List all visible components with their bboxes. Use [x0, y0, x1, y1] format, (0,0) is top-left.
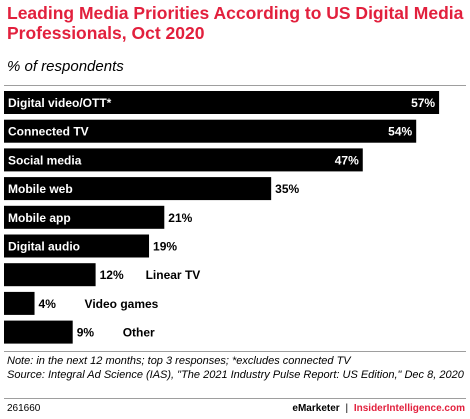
value-label-video-games: 4% [39, 297, 57, 311]
category-label-digital-video-ott: Digital video/OTT* [8, 96, 112, 110]
category-label-video-games: Video games [85, 297, 159, 311]
value-label-linear-tv: 12% [100, 268, 124, 282]
value-label-digital-video-ott: 57% [411, 96, 435, 110]
brand-separator: | [345, 403, 349, 414]
bar-social-media [4, 148, 363, 172]
chart-source: Source: Integral Ad Science (IAS), "The … [7, 369, 464, 381]
bottom-divider [4, 351, 466, 352]
category-label-social-media: Social media [8, 153, 82, 167]
value-label-social-media: 47% [335, 153, 359, 167]
bar-chart: Digital video/OTT* 57% Connected TV 54% Soci… [4, 91, 440, 344]
category-label-mobile-app: Mobile app [8, 211, 71, 225]
value-label-digital-audio: 19% [153, 240, 177, 254]
chart-note: Note: in the next 12 months; top 3 respo… [7, 355, 351, 367]
bar-digital-video-ott [4, 91, 440, 114]
top-divider [4, 85, 466, 86]
brand-emarketer: eMarketer [292, 403, 340, 414]
category-label-connected-tv: Connected TV [8, 125, 89, 139]
chart-title: Leading Media Priorities According to US… [7, 3, 464, 43]
footer-divider [4, 398, 466, 399]
value-label-mobile-web: 35% [275, 182, 299, 196]
value-label-mobile-app: 21% [168, 211, 192, 225]
brand-insider-intelligence: InsiderIntelligence.com [353, 403, 465, 414]
value-label-connected-tv: 54% [388, 125, 412, 139]
bar-mobile-app [4, 205, 165, 229]
bar-mobile-web [4, 177, 272, 201]
category-label-other: Other [123, 326, 155, 340]
chart-id: 261660 [7, 403, 41, 414]
category-label-digital-audio: Digital audio [8, 240, 80, 254]
bar-video-games [4, 291, 35, 315]
bar-connected-tv [4, 119, 417, 143]
category-label-linear-tv: Linear TV [146, 268, 201, 282]
bar-other [4, 320, 73, 344]
chart-subtitle: % of respondents [7, 58, 124, 75]
value-label-other: 9% [77, 326, 95, 340]
bar-linear-tv [4, 263, 96, 287]
footer-brand: eMarketer | InsiderIntelligence.com [292, 403, 465, 414]
category-label-mobile-web: Mobile web [8, 182, 73, 196]
bar-digital-audio [4, 234, 150, 258]
